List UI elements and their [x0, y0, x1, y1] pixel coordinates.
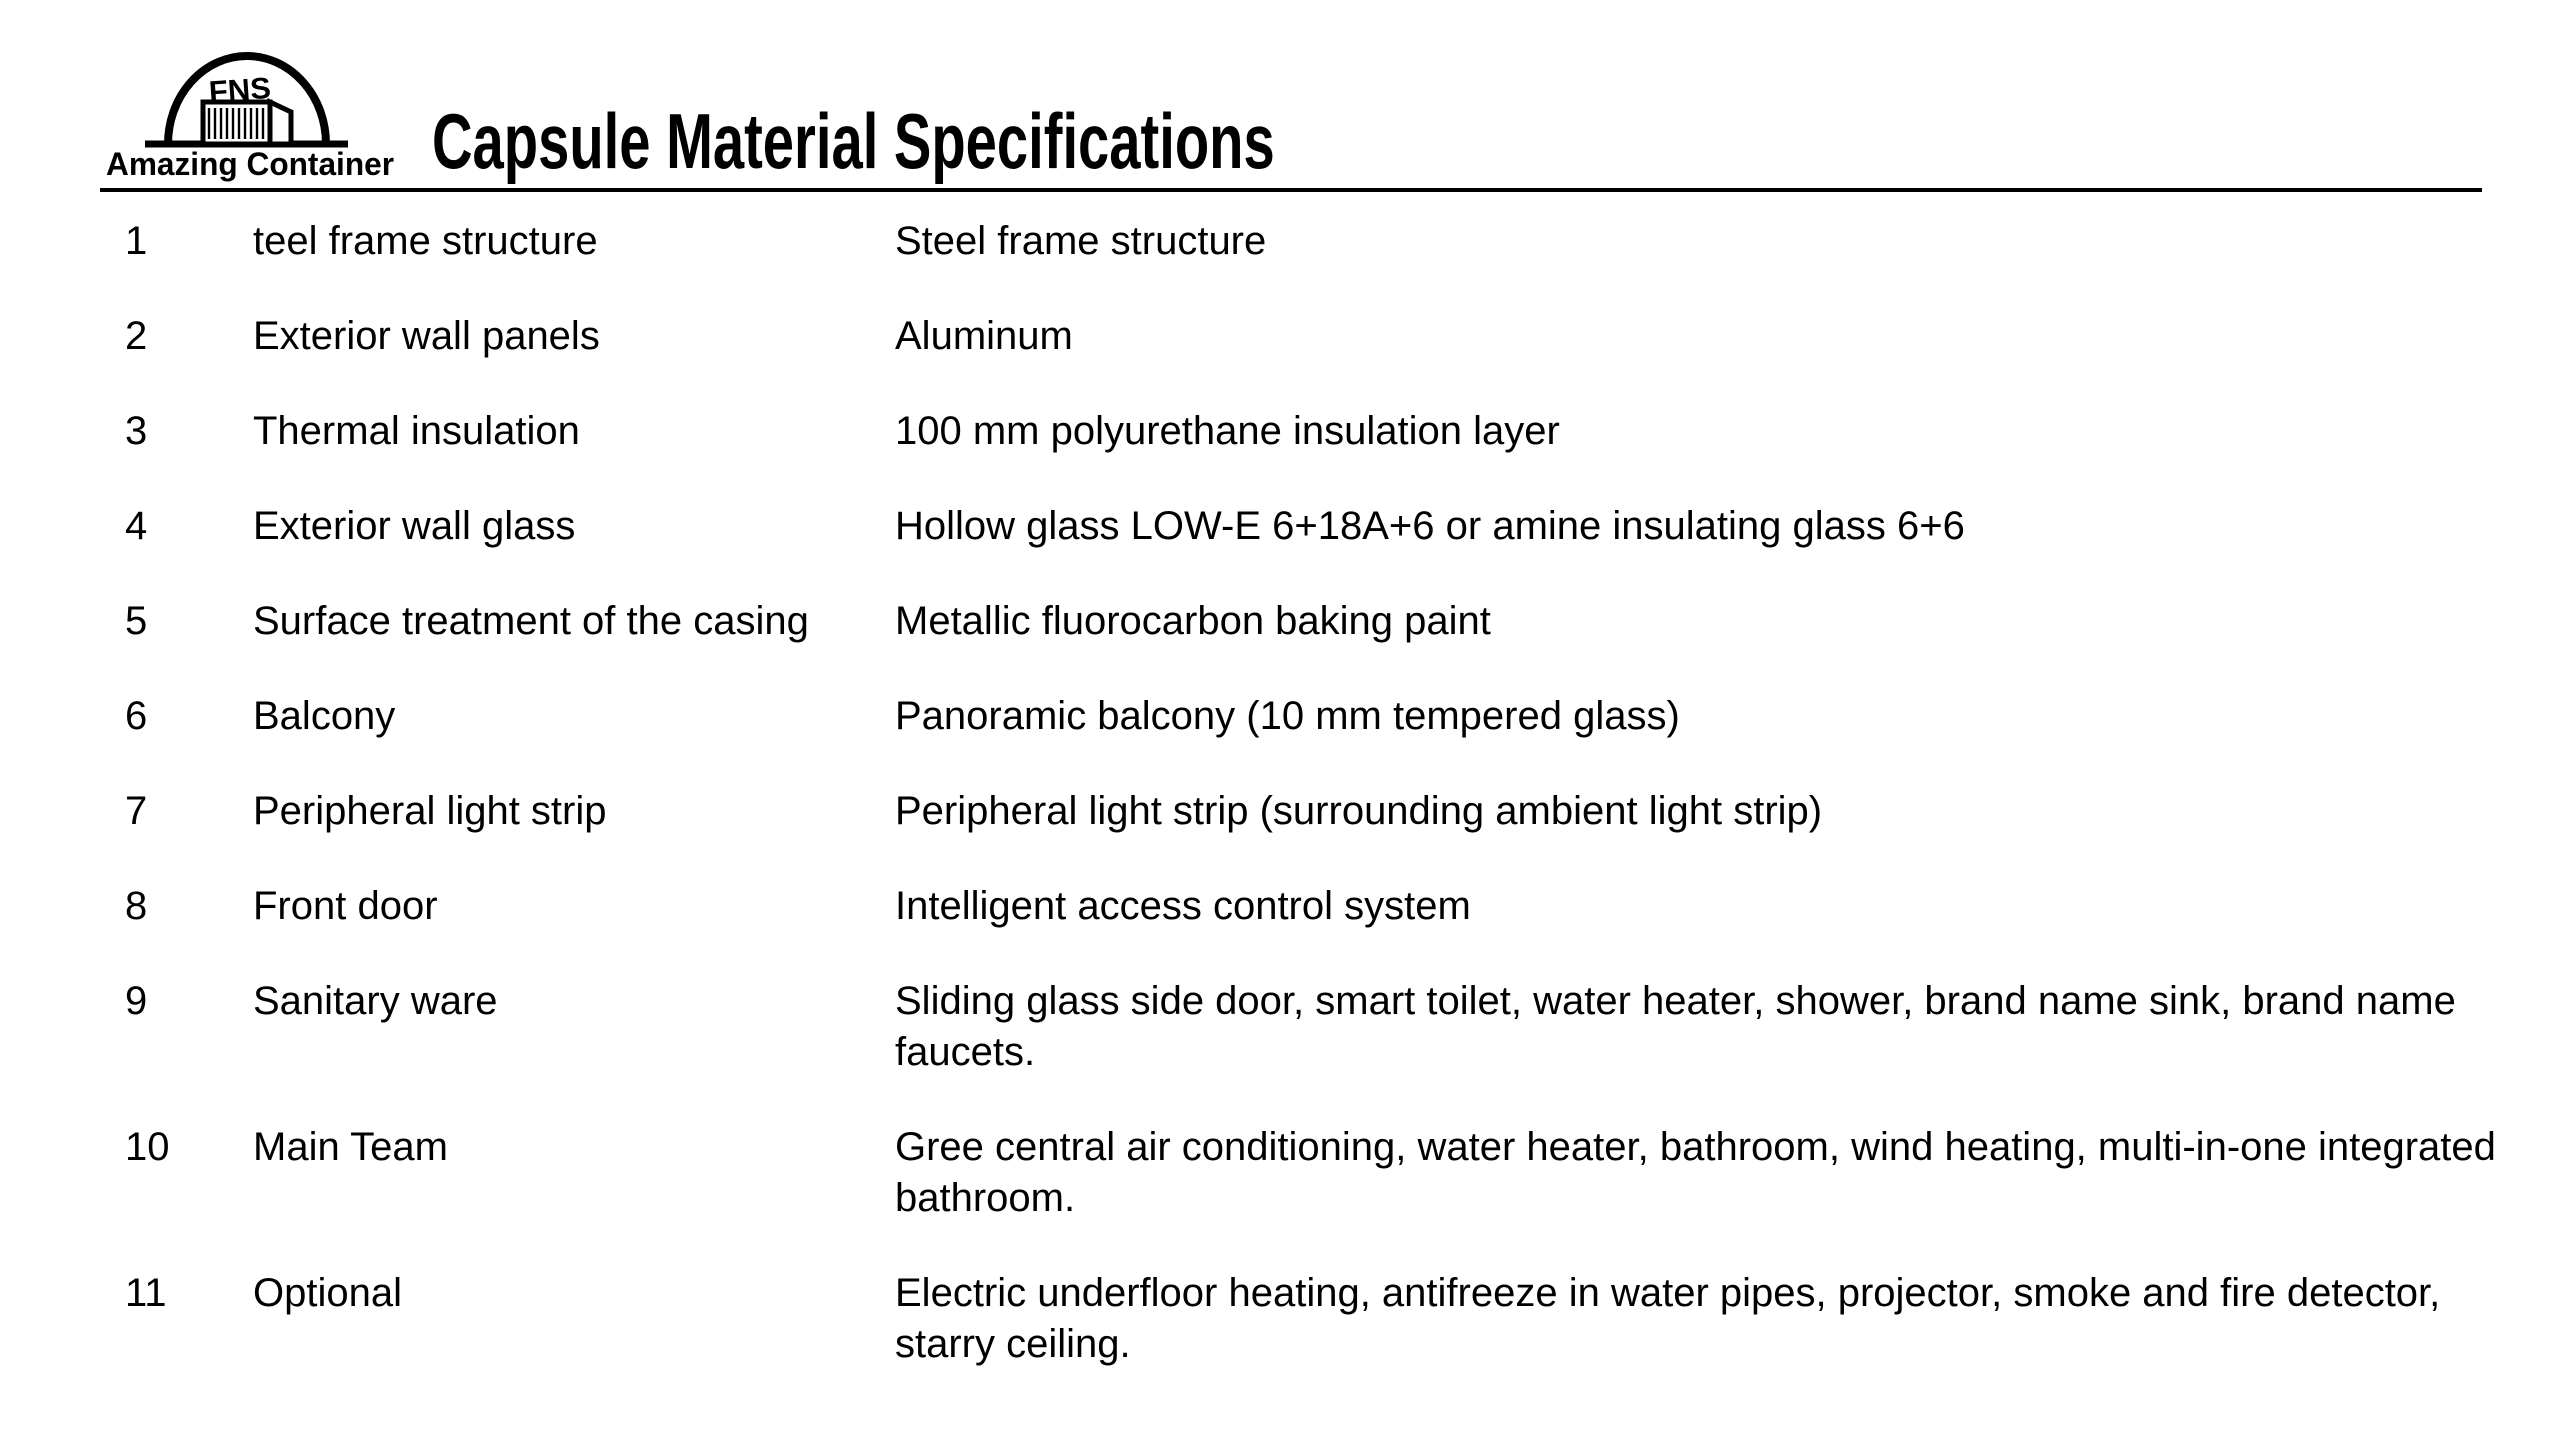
- row-value: Aluminum: [895, 314, 1073, 358]
- logo-brand-text: FNS: [208, 72, 272, 109]
- table-row: 9 Sanitary ware Sliding glass side door,…: [125, 976, 2480, 1078]
- row-value: Sliding glass side door, smart toilet, w…: [895, 979, 2456, 1074]
- row-label: Surface treatment of the casing: [253, 599, 809, 643]
- table-row: 2 Exterior wall panels Aluminum: [125, 311, 2480, 362]
- table-row: 3 Thermal insulation 100 mm polyurethane…: [125, 406, 2480, 457]
- row-label: Balcony: [253, 694, 396, 738]
- row-label: Thermal insulation: [253, 409, 580, 453]
- row-number: 6: [125, 694, 148, 738]
- row-label: Front door: [253, 884, 438, 928]
- row-number: 8: [125, 884, 148, 928]
- row-label: Main Team: [253, 1125, 448, 1169]
- row-value: Intelligent access control system: [895, 884, 1471, 928]
- row-number: 1: [125, 219, 148, 263]
- row-number: 2: [125, 314, 148, 358]
- row-value: Panoramic balcony (10 mm tempered glass): [895, 694, 1680, 738]
- row-label: Sanitary ware: [253, 979, 498, 1023]
- row-number: 11: [125, 1271, 167, 1315]
- row-value: 100 mm polyurethane insulation layer: [895, 409, 1560, 453]
- row-number: 9: [125, 979, 148, 1023]
- row-value: Gree central air conditioning, water hea…: [895, 1125, 2496, 1220]
- table-row: 4 Exterior wall glass Hollow glass LOW-E…: [125, 501, 2480, 552]
- row-value: Steel frame structure: [895, 219, 1267, 263]
- table-row: 8 Front door Intelligent access control …: [125, 881, 2480, 932]
- row-value: Peripheral light strip (surrounding ambi…: [895, 789, 1823, 833]
- table-row: 6 Balcony Panoramic balcony (10 mm tempe…: [125, 691, 2480, 742]
- row-number: 7: [125, 789, 148, 833]
- page-title: Capsule Material Specifications: [432, 96, 1275, 185]
- row-value: Metallic fluorocarbon baking paint: [895, 599, 1491, 643]
- row-label: Exterior wall glass: [253, 504, 576, 548]
- row-label: Peripheral light strip: [253, 789, 607, 833]
- row-label: teel frame structure: [253, 219, 598, 263]
- row-number: 5: [125, 599, 148, 643]
- document-header: FNS Amazing Container Capsule Material S…: [100, 0, 2482, 192]
- logo-tagline-text: Amazing Container: [106, 146, 394, 182]
- row-label: Exterior wall panels: [253, 314, 600, 358]
- table-row: 1 teel frame structure Steel frame struc…: [125, 216, 2480, 267]
- spec-table: 1 teel frame structure Steel frame struc…: [125, 216, 2496, 1370]
- row-value: Electric underfloor heating, antifreeze …: [895, 1271, 2441, 1366]
- table-row: 10 Main Team Gree central air conditioni…: [125, 1122, 2496, 1224]
- container-icon: [200, 98, 294, 147]
- row-number: 10: [125, 1125, 170, 1169]
- brand-logo: FNS Amazing Container: [106, 52, 394, 182]
- table-row: 7 Peripheral light strip Peripheral ligh…: [125, 786, 2480, 837]
- row-number: 4: [125, 504, 148, 548]
- row-number: 3: [125, 409, 148, 453]
- table-row: 5 Surface treatment of the casing Metall…: [125, 596, 2480, 647]
- table-row: 11 Optional Electric underfloor heating,…: [125, 1268, 2480, 1370]
- row-label: Optional: [253, 1271, 402, 1315]
- row-value: Hollow glass LOW-E 6+18A+6 or amine insu…: [895, 504, 1965, 548]
